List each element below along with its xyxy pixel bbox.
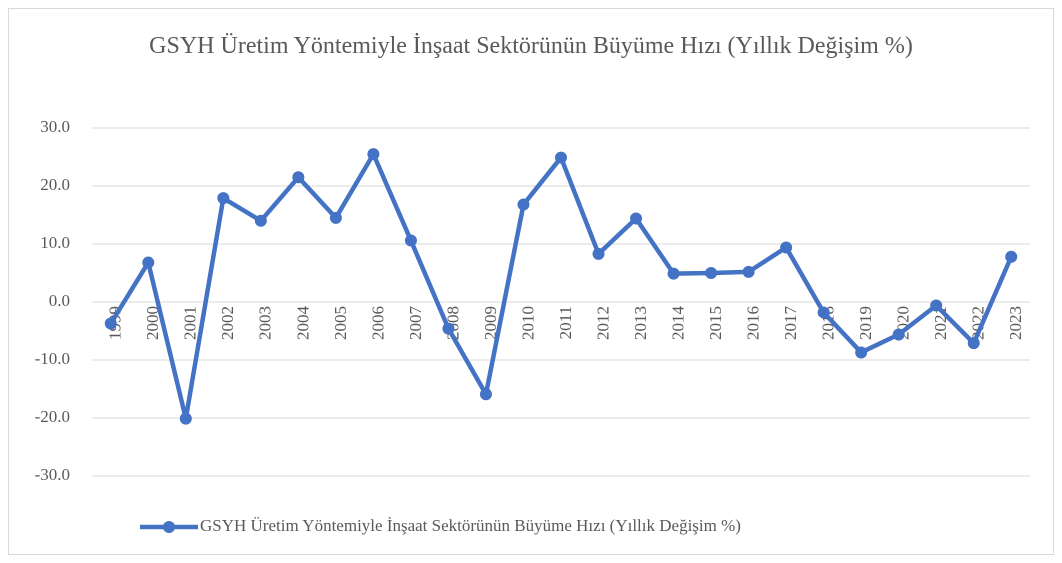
x-tick-label: 2015 — [706, 306, 725, 340]
data-point — [780, 241, 793, 254]
data-point — [630, 212, 643, 225]
x-tick-label: 2017 — [781, 306, 800, 341]
data-point — [404, 234, 417, 247]
x-tick-label: 2003 — [256, 306, 275, 340]
y-tick-label: -30.0 — [35, 465, 70, 484]
data-point — [292, 171, 305, 184]
data-point — [517, 198, 530, 211]
y-tick-label: -10.0 — [35, 349, 70, 368]
x-tick-label: 2019 — [856, 306, 875, 340]
data-point — [705, 267, 718, 279]
data-point — [104, 317, 117, 330]
x-tick-label: 2009 — [481, 306, 500, 340]
x-tick-label: 2023 — [1006, 306, 1025, 340]
y-tick-label: 30.0 — [40, 117, 70, 136]
data-point — [442, 322, 455, 335]
x-tick-label: 2005 — [331, 306, 350, 340]
legend-marker — [163, 521, 175, 533]
x-tick-label: 2007 — [406, 306, 425, 341]
data-point — [892, 328, 905, 341]
data-point — [742, 265, 755, 278]
data-point — [479, 388, 492, 401]
y-tick-label: 0.0 — [49, 291, 70, 310]
x-tick-label: 2011 — [556, 306, 575, 339]
chart-frame — [8, 8, 1054, 555]
legend-label: GSYH Üretim Yöntemiyle İnşaat Sektörünün… — [200, 516, 741, 535]
x-tick-label: 2013 — [631, 306, 650, 340]
data-point — [367, 148, 380, 161]
x-tick-label: 2014 — [668, 306, 687, 341]
data-point — [1005, 250, 1018, 263]
x-tick-label: 2002 — [218, 306, 237, 340]
chart-title: GSYH Üretim Yöntemiyle İnşaat Sektörünün… — [149, 33, 913, 59]
y-tick-label: 10.0 — [40, 233, 70, 252]
data-point — [329, 211, 342, 224]
x-tick-label: 2001 — [181, 306, 200, 340]
x-tick-label: 2004 — [293, 306, 312, 341]
x-tick-label: 2012 — [593, 306, 612, 340]
data-point — [967, 337, 980, 350]
data-point — [667, 267, 680, 280]
x-tick-label: 2022 — [969, 306, 988, 340]
data-point — [592, 247, 605, 260]
data-point — [142, 256, 155, 269]
data-point — [254, 214, 267, 227]
x-tick-label: 2016 — [744, 306, 763, 340]
data-point — [555, 151, 567, 164]
x-tick-label: 2000 — [143, 306, 162, 340]
data-point — [930, 299, 943, 312]
data-point — [179, 412, 192, 425]
x-tick-label: 2010 — [518, 306, 537, 340]
y-tick-label: 20.0 — [40, 175, 70, 194]
data-point — [855, 346, 868, 359]
y-tick-label: -20.0 — [35, 407, 70, 426]
data-point — [817, 306, 830, 319]
x-tick-label: 2006 — [368, 306, 387, 340]
data-point — [217, 192, 230, 205]
